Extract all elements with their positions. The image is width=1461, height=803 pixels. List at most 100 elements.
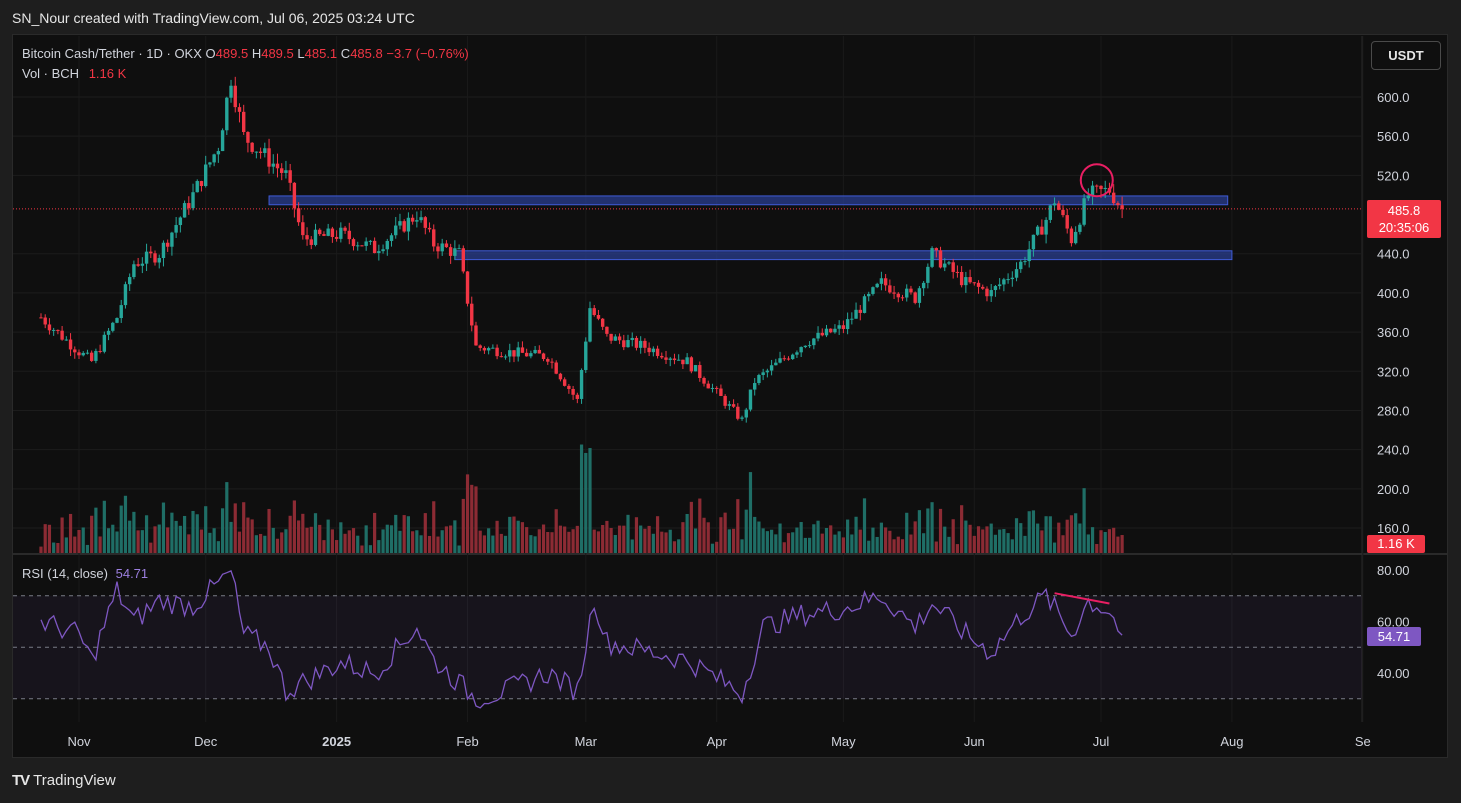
volume-bar <box>98 536 102 553</box>
volume-bar <box>808 537 812 553</box>
candle-body <box>170 232 174 247</box>
volume-bar <box>888 530 892 553</box>
volume-bar <box>1095 544 1099 553</box>
candle-body <box>140 263 145 266</box>
volume-bar <box>744 509 748 553</box>
candle-body <box>267 148 271 167</box>
symbol-name[interactable]: Bitcoin Cash/Tether · 1D · OKX <box>22 46 202 61</box>
candle-body <box>875 283 879 288</box>
volume-bar <box>1112 527 1116 553</box>
volume-bar <box>630 539 634 553</box>
candle-body <box>710 387 715 389</box>
volume-bar <box>837 531 841 553</box>
candle-body <box>883 278 888 286</box>
candle-body <box>453 248 457 256</box>
candle-body <box>934 248 938 251</box>
volume-bar <box>166 527 170 553</box>
volume-bar <box>292 500 296 553</box>
candle-body <box>305 235 309 240</box>
volume-bar <box>1031 510 1036 553</box>
volume-bar <box>769 529 774 553</box>
symbol-legend[interactable]: Bitcoin Cash/Tether · 1D · OKX O489.5 H4… <box>22 46 469 61</box>
candle-body <box>609 333 613 341</box>
volume-bar <box>267 508 271 553</box>
candle-body <box>964 277 968 286</box>
candle-body <box>858 309 862 313</box>
candle-body <box>288 170 292 183</box>
candle-body <box>415 220 419 222</box>
volume-bar <box>862 498 867 553</box>
volume-bar <box>115 531 119 553</box>
volume-bar <box>693 528 698 553</box>
candle-body <box>406 217 411 232</box>
candle-body <box>630 337 634 341</box>
volume-bar <box>985 526 989 553</box>
candle-body <box>702 378 706 384</box>
candle-body <box>372 240 377 254</box>
candle-body <box>153 253 157 263</box>
volume-bar <box>64 537 68 553</box>
volume-legend[interactable]: Vol · BCH 1.16 K <box>22 66 126 81</box>
candle-body <box>410 217 415 222</box>
candle-body <box>229 85 233 98</box>
candle-body <box>330 228 335 237</box>
candle-body <box>812 338 816 346</box>
chart-frame[interactable] <box>12 34 1448 758</box>
candle-body <box>799 347 803 353</box>
rsi-tick-label: 60.00 <box>1377 615 1410 630</box>
candle-body <box>938 250 943 268</box>
volume-bar <box>427 535 432 553</box>
candle-body <box>731 404 736 407</box>
rsi-legend[interactable]: RSI (14, close) 54.71 <box>22 566 148 581</box>
volume-bar <box>634 517 639 553</box>
volume-bar <box>981 529 985 553</box>
candle-body <box>917 288 922 303</box>
candle-body <box>765 370 770 373</box>
volume-bar <box>778 523 782 553</box>
tradingview-footer[interactable]: TV TradingView <box>12 772 116 789</box>
rsi-tag: 54.71 <box>1367 627 1421 646</box>
candle-body <box>102 334 107 352</box>
candle-body <box>165 242 170 247</box>
last-price-tag: 485.8 20:35:06 <box>1367 200 1441 238</box>
low-label: L <box>297 46 305 61</box>
volume-bar <box>170 512 174 553</box>
volume-bar <box>309 526 313 553</box>
candle-body <box>622 340 626 348</box>
volume-bar <box>225 482 229 553</box>
volume-bar <box>533 536 537 553</box>
volume-bar <box>335 540 339 553</box>
candle-body <box>81 352 85 356</box>
candle-body <box>64 339 69 341</box>
volume-bar <box>39 546 43 553</box>
rsi-tick-label: 40.00 <box>1377 666 1410 681</box>
candle-body <box>955 271 960 273</box>
time-tick-label: Jun <box>964 734 985 749</box>
volume-bar <box>639 525 643 553</box>
candle-body <box>115 318 119 323</box>
volume-bar <box>934 541 938 553</box>
volume-bar <box>398 530 402 553</box>
candle-body <box>191 192 195 209</box>
volume-bar <box>909 534 913 553</box>
candle-body <box>676 359 681 361</box>
price-tick-label: 200.0 <box>1377 482 1410 497</box>
candle-body <box>1044 219 1048 235</box>
volume-bar <box>1023 535 1027 553</box>
volume-bar <box>723 512 727 553</box>
candle-body <box>845 319 850 330</box>
candle-body <box>343 227 347 231</box>
volume-bar <box>605 520 609 553</box>
currency-button[interactable]: USDT <box>1371 41 1441 70</box>
volume-value: 1.16 K <box>88 66 127 81</box>
candle-body <box>1057 203 1061 210</box>
volume-bar <box>710 543 715 553</box>
low-value: 485.1 <box>304 46 338 61</box>
volume-bar <box>926 508 930 553</box>
volume-bar <box>178 525 182 553</box>
volume-bar <box>322 540 326 553</box>
candle-body <box>681 359 685 365</box>
volume-bar <box>596 531 601 553</box>
candle-body <box>1006 279 1010 281</box>
